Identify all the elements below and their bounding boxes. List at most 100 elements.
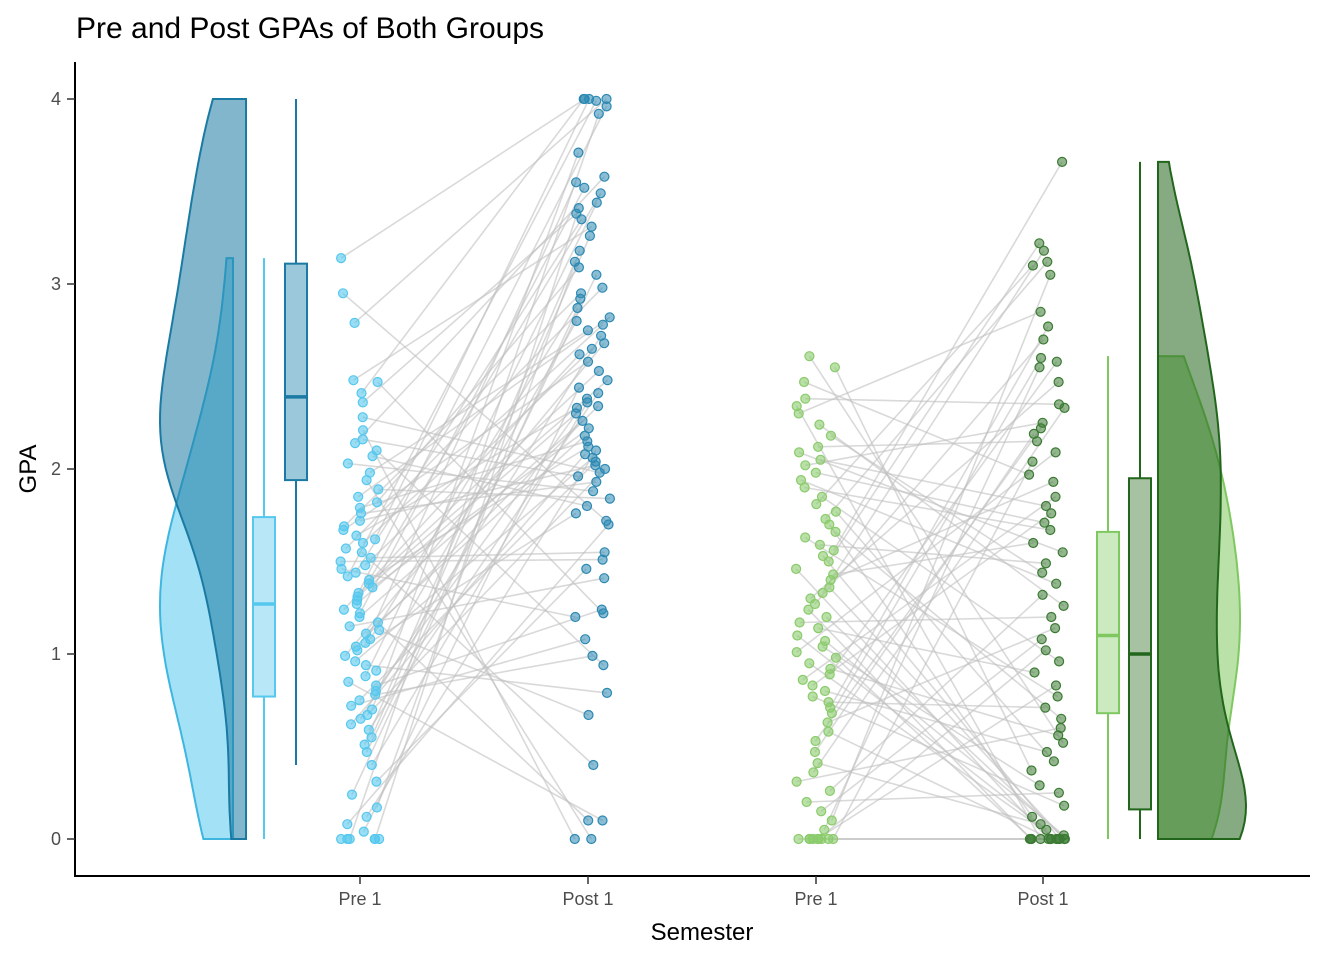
pre-point — [793, 833, 804, 845]
connecting-line — [834, 531, 1062, 720]
group1-post-violin — [158, 98, 247, 840]
post-point — [1025, 833, 1037, 845]
post-point — [591, 197, 602, 208]
post-point — [597, 815, 608, 826]
connecting-line — [355, 218, 583, 574]
pre-point — [814, 419, 825, 430]
post-point — [604, 312, 615, 323]
pre-point — [793, 408, 804, 419]
post-point — [1038, 245, 1050, 256]
post-point — [1035, 423, 1047, 434]
post-point — [1045, 524, 1056, 536]
post-point — [1037, 589, 1048, 600]
pre-point — [351, 530, 362, 541]
post-point — [1050, 491, 1061, 502]
connecting-line — [828, 701, 1046, 709]
group2-post-boxplot — [1128, 161, 1152, 839]
pre-point — [342, 458, 353, 469]
pre-point — [340, 543, 351, 554]
pre-point — [371, 802, 382, 813]
post-point — [590, 460, 601, 471]
post-point — [1056, 713, 1067, 724]
connecting-line — [360, 98, 585, 394]
connecting-line — [374, 207, 580, 840]
x-tick-label: Pre 1 — [794, 889, 837, 909]
pre-point — [336, 253, 347, 264]
post-point — [1023, 469, 1035, 480]
post-point — [580, 634, 591, 645]
pre-point — [807, 691, 818, 702]
pre-point — [373, 484, 384, 495]
chart-title: Pre and Post GPAs of Both Groups — [76, 12, 544, 45]
pre-point — [830, 526, 841, 538]
post-point — [573, 382, 585, 393]
connecting-line — [820, 638, 1043, 812]
pre-point — [794, 617, 805, 628]
connecting-line — [363, 387, 580, 832]
post-point — [1045, 269, 1056, 280]
post-point — [1057, 547, 1068, 558]
post-point — [587, 486, 599, 497]
pre-point — [809, 746, 821, 758]
post-point — [1034, 362, 1045, 373]
pre-point — [826, 708, 838, 719]
post-point — [587, 650, 598, 662]
pre-point — [804, 658, 815, 669]
pre-point — [828, 545, 839, 556]
x-axis-title: Semester — [651, 919, 754, 946]
post-point — [1053, 656, 1065, 667]
connecting-line — [824, 261, 1048, 520]
post-point — [579, 182, 590, 193]
post-point — [599, 338, 610, 349]
post-point — [593, 365, 605, 377]
pre-point — [813, 622, 824, 634]
connecting-line — [343, 292, 582, 527]
boxplot-box — [1096, 530, 1120, 715]
pre-point — [357, 412, 368, 423]
connecting-line — [823, 366, 1041, 831]
pre-point — [353, 491, 364, 502]
post-point — [1036, 634, 1047, 645]
pre-point — [824, 582, 835, 593]
pre-point — [346, 789, 358, 800]
post-point — [1051, 356, 1062, 367]
pre-point — [370, 689, 381, 700]
post-point — [1051, 578, 1062, 589]
pre-point — [350, 656, 361, 667]
post-point — [1035, 306, 1046, 317]
post-point — [1038, 334, 1049, 345]
pre-point — [829, 362, 841, 373]
connecting-line — [819, 544, 1046, 565]
post-point — [575, 293, 586, 304]
connecting-line — [828, 730, 1052, 840]
post-point — [1059, 402, 1070, 413]
pre-point — [825, 430, 837, 441]
connecting-line — [833, 161, 1063, 551]
post-point — [579, 93, 590, 105]
connecting-line — [354, 98, 608, 324]
post-point — [586, 343, 598, 354]
group1-pre-boxplot — [252, 258, 276, 839]
pre-point — [360, 560, 371, 571]
post-point — [584, 230, 596, 241]
pre-point — [816, 806, 827, 817]
post-point — [604, 493, 616, 504]
connecting-line — [808, 355, 1064, 744]
post-point — [597, 319, 609, 330]
post-point — [1042, 256, 1053, 267]
y-tick-label: 4 — [51, 89, 61, 109]
pre-point — [355, 713, 366, 724]
connecting-line — [376, 250, 581, 808]
pre-point — [819, 824, 830, 835]
pre-point — [810, 467, 821, 478]
post-point — [1040, 558, 1052, 569]
connecting-line — [371, 152, 580, 710]
pre-point — [371, 776, 382, 787]
pre-point — [336, 563, 347, 575]
pre-point — [804, 833, 815, 845]
group1-post-boxplot — [284, 99, 308, 765]
post-point — [582, 397, 593, 408]
post-point — [1058, 600, 1069, 612]
